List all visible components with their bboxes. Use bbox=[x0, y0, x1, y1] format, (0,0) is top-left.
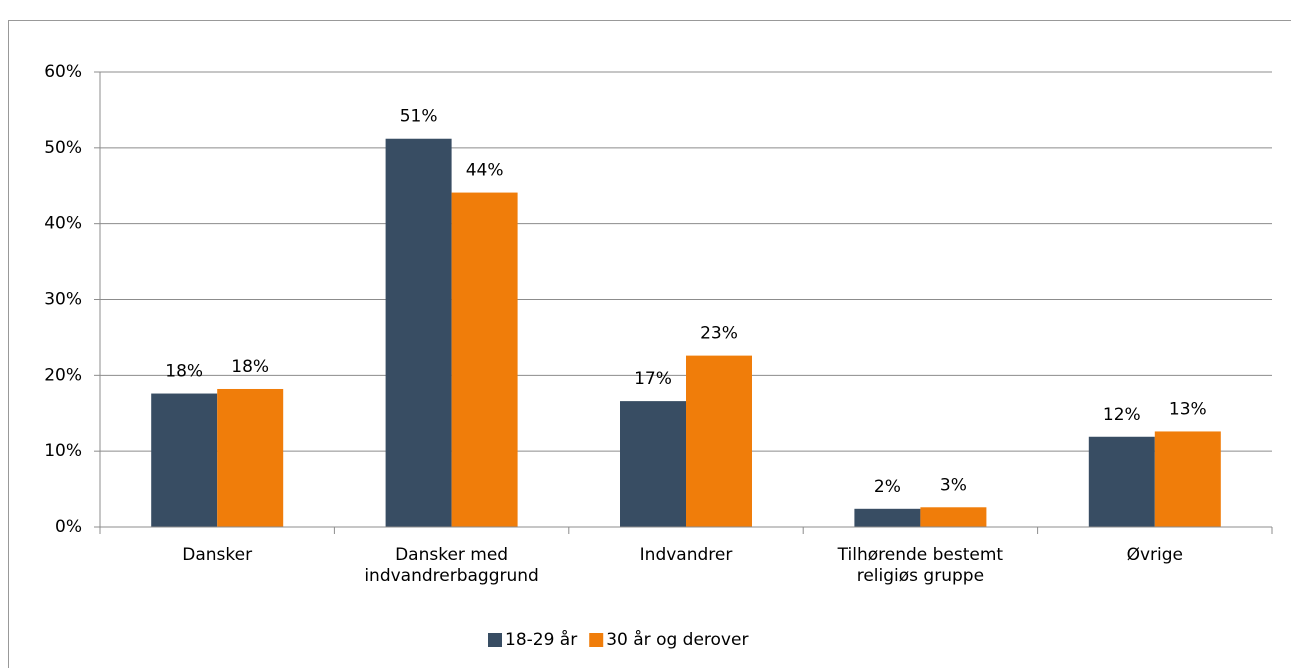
value-label: 17% bbox=[634, 369, 672, 389]
y-tick-label: 30% bbox=[44, 290, 82, 310]
y-tick-label: 40% bbox=[44, 214, 82, 234]
bar bbox=[854, 508, 921, 527]
bar bbox=[385, 138, 452, 527]
x-tick-label: Øvrige bbox=[1126, 545, 1183, 565]
y-tick-label: 60% bbox=[44, 62, 82, 82]
value-label: 18% bbox=[231, 357, 269, 377]
value-label: 18% bbox=[165, 362, 203, 382]
value-label: 44% bbox=[466, 161, 504, 181]
bar bbox=[151, 393, 218, 527]
bar bbox=[620, 401, 686, 527]
bar bbox=[451, 192, 518, 527]
legend-swatch bbox=[488, 633, 502, 647]
bar bbox=[217, 388, 284, 527]
legend-label: 30 år og derover bbox=[606, 629, 748, 650]
value-label: 3% bbox=[940, 475, 967, 495]
bar bbox=[1088, 436, 1155, 527]
value-label: 2% bbox=[874, 477, 901, 497]
legend-label: 18-29 år bbox=[505, 629, 577, 650]
x-tick-label: Tilhørende bestemt religiøs gruppe bbox=[837, 545, 1004, 586]
bar bbox=[686, 355, 752, 527]
legend-swatch bbox=[589, 633, 604, 647]
x-tick-label: Dansker bbox=[182, 545, 253, 565]
x-tick-label: Dansker med indvandrerbaggrund bbox=[364, 545, 539, 586]
bar bbox=[920, 507, 987, 527]
bar bbox=[1154, 431, 1221, 527]
chart-frame bbox=[8, 20, 1291, 668]
value-label: 13% bbox=[1169, 399, 1207, 419]
y-tick-label: 0% bbox=[55, 517, 82, 537]
value-label: 23% bbox=[700, 324, 738, 344]
y-tick-label: 20% bbox=[44, 365, 82, 385]
y-tick-label: 50% bbox=[44, 138, 82, 158]
value-label: 12% bbox=[1103, 405, 1141, 425]
y-tick-label: 10% bbox=[44, 441, 82, 461]
x-tick-label: Indvandrer bbox=[639, 545, 733, 565]
value-label: 51% bbox=[400, 107, 438, 127]
